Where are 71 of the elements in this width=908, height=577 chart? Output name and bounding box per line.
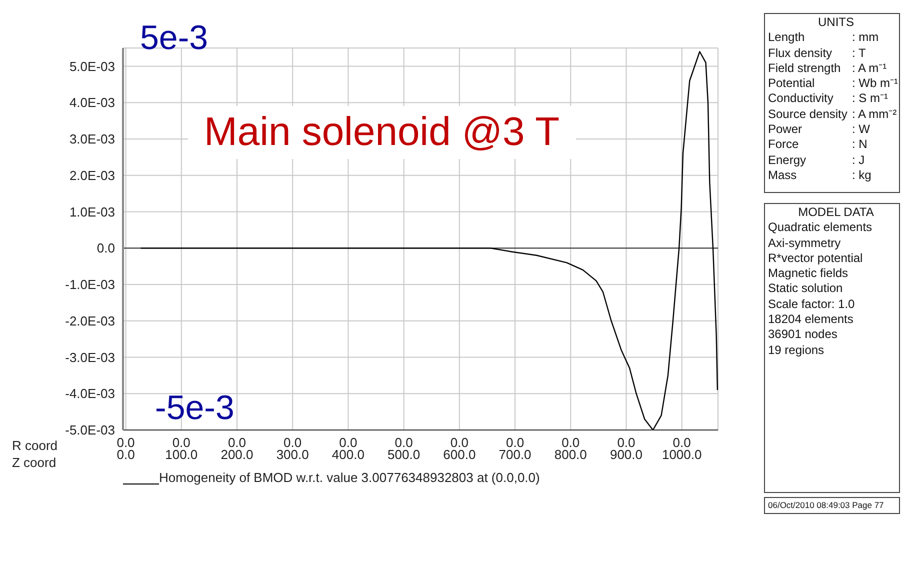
y-tick-label: -4.0E-03 <box>65 386 115 402</box>
text: 0.0 <box>116 435 136 450</box>
text: Length <box>768 30 806 46</box>
text: 0.0 <box>672 435 691 450</box>
legend-label: Homogeneity of BMOD w.r.t. value 3.00776348932803 at (0.0,0.0) <box>159 470 540 485</box>
y-tick-label: 4.0E-03 <box>69 95 115 110</box>
text: : Wb m⁻¹ <box>852 76 898 92</box>
text: Main solenoid @3 T <box>188 106 576 159</box>
text: Flux density <box>768 46 834 61</box>
text: 0.0 <box>172 435 190 450</box>
text: Conductivity <box>768 91 834 107</box>
text: 0.0 <box>506 435 524 450</box>
text: R*vector potential <box>768 250 864 266</box>
y-tick-label: 5.0E-03 <box>69 58 115 74</box>
y-tick-label: -1.0E-03 <box>65 277 115 292</box>
text: : N <box>852 137 868 153</box>
y-tick-label: 0.0 <box>96 240 115 256</box>
x-tick-label: 700.0 <box>498 447 532 462</box>
x-tick-label: 900.0 <box>610 447 643 462</box>
y-tick-label: -2.0E-03 <box>65 313 115 328</box>
x-tick-label: 300.0 <box>276 447 309 462</box>
annotation: -5e-3 <box>155 389 234 428</box>
text: Field strength <box>768 60 842 76</box>
text: Energy <box>768 152 808 168</box>
text: 19 regions <box>768 342 826 358</box>
text: 0.0 <box>228 435 246 450</box>
x-tick-label: 500.0 <box>388 447 420 462</box>
x-tick-label: 200.0 <box>220 447 254 462</box>
text: Power <box>768 122 804 138</box>
text: 0.0 <box>562 435 580 450</box>
text: 0.0 <box>617 435 636 450</box>
text: Force <box>768 137 800 153</box>
text: : A m⁻¹ <box>852 60 888 76</box>
text: Potential <box>768 76 816 92</box>
text: 36901 nodes <box>768 327 838 343</box>
text: Magnetic fields <box>768 266 850 282</box>
text: 0.0 <box>284 435 302 450</box>
x-tick-label: 100.0 <box>165 447 198 462</box>
x-tick-label: 600.0 <box>443 447 476 462</box>
x-tick-label: 800.0 <box>554 447 587 462</box>
y-tick-label: 2.0E-03 <box>69 168 115 183</box>
text: : mm <box>852 30 880 46</box>
source-note: Source density <box>768 106 848 122</box>
text: 0.0 <box>450 435 468 450</box>
text: : A mm⁻² <box>852 106 898 122</box>
text: 18204 elements <box>768 312 854 328</box>
y-tick-label: 1.0E-03 <box>69 204 115 220</box>
text: R coord <box>12 438 58 454</box>
x-axis-title: Z coord <box>12 455 56 470</box>
text: : S m⁻¹ <box>852 91 889 107</box>
text: Quadratic elements <box>768 220 874 236</box>
text: MODEL DATA <box>797 205 875 220</box>
text: : W <box>852 122 871 138</box>
text: Static solution <box>768 281 844 297</box>
x-tick-label: 1000.0 <box>662 447 702 462</box>
text: Axi-symmetry <box>768 236 842 251</box>
text: 0.0 <box>339 435 358 450</box>
text: UNITS <box>817 15 855 30</box>
text: 06/Oct/2010 08:49:03 Page 77 <box>768 499 885 512</box>
x-tick-label: 400.0 <box>332 447 364 462</box>
text: Scale factor: 1.0 <box>768 296 856 312</box>
y-tick-label: 3.0E-03 <box>69 132 115 147</box>
text: : T <box>852 46 867 61</box>
text: : kg <box>852 168 872 184</box>
annotation: 5e-3 <box>140 19 208 58</box>
text: 0.0 <box>394 435 413 450</box>
x-tick-label: 0.0 <box>116 447 135 462</box>
text: Mass <box>768 168 798 184</box>
y-tick-label: -3.0E-03 <box>65 350 115 365</box>
y-tick-label: -5.0E-03 <box>65 422 115 438</box>
text: : J <box>852 152 866 168</box>
